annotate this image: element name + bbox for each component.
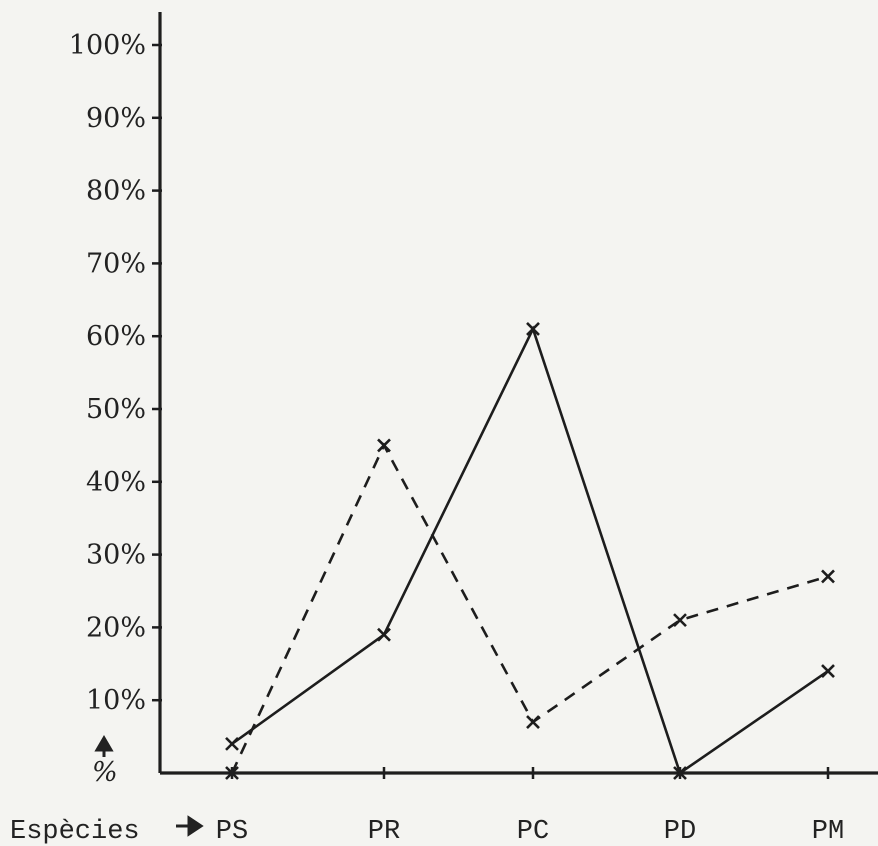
series-line-solid <box>231 325 829 776</box>
data-point-marker <box>821 664 835 678</box>
marker-stroke <box>526 715 540 729</box>
marker-stroke <box>377 627 391 642</box>
data-point-marker <box>821 569 835 584</box>
y-tick-label: 50% <box>86 394 146 425</box>
marker-stroke <box>673 613 687 628</box>
marker-stroke <box>377 438 391 453</box>
series-layer <box>225 322 835 780</box>
data-point-marker <box>377 438 391 453</box>
axes <box>158 12 878 775</box>
y-tick-label: 30% <box>86 540 146 571</box>
x-tick-label-pr: PR <box>368 817 400 846</box>
x-tick-label-pc: PC <box>517 817 549 846</box>
x-axis-label: Espècies <box>10 817 140 846</box>
marker-stroke <box>526 322 540 336</box>
y-tick-label: 40% <box>86 467 146 498</box>
y-tick-label: 70% <box>86 248 146 279</box>
y-ticks: 10% 20% 30% 40% 50% 60% 70% 80% 90% 100% <box>69 30 162 716</box>
right-arrow-icon <box>176 815 204 837</box>
x-tick-label-pd: PD <box>664 817 696 846</box>
data-point-marker <box>377 627 391 642</box>
data-point-marker <box>225 736 239 751</box>
y-tick-label: 60% <box>86 321 146 352</box>
x-tick-labels: PS PR PC PD PM <box>216 767 844 846</box>
y-axis-label: % <box>92 757 118 788</box>
marker-stroke <box>821 664 835 678</box>
y-tick-label: 100% <box>69 30 146 61</box>
x-tick-label-ps: PS <box>216 817 248 846</box>
y-axis-label-group: % <box>92 735 118 788</box>
data-point-marker <box>526 715 540 729</box>
marker-stroke <box>821 569 835 584</box>
x-tick-label-pm: PM <box>812 817 844 846</box>
y-tick-label: 90% <box>86 103 146 134</box>
y-tick-label: 10% <box>86 685 146 716</box>
data-point-marker <box>673 613 687 628</box>
up-arrow-icon <box>94 735 114 757</box>
marker-stroke <box>225 736 239 751</box>
x-axis-label-group: Espècies <box>10 815 204 846</box>
data-point-marker <box>526 322 540 336</box>
y-tick-label: 80% <box>86 176 146 207</box>
y-tick-label: 20% <box>86 612 146 643</box>
